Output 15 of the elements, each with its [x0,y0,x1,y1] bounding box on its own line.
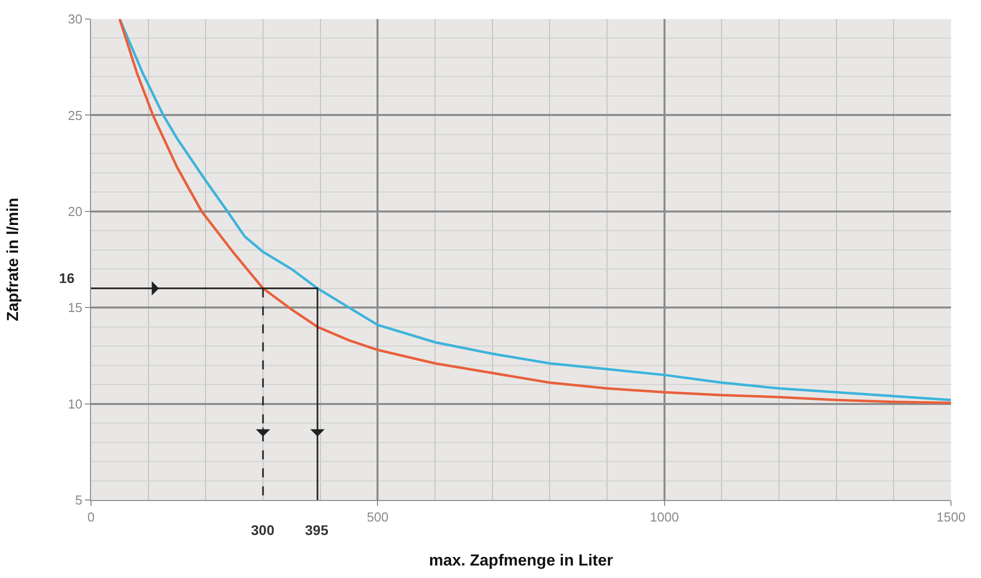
x-tick-label: 500 [366,510,389,525]
y-tick-label: 30 [68,12,82,27]
y-tick-label: 25 [68,108,82,123]
annotation: 300 [251,522,275,538]
y-tick-label: 15 [68,300,82,316]
y-tick-label: 20 [68,204,82,219]
y-tick-label: 10 [68,396,82,412]
x-axis-title: max. Zapfmenge in Liter [428,552,614,570]
x-tick-label: 1500 [936,510,966,525]
x-tick-label: 0 [87,510,95,525]
y-tick-label: 5 [75,492,82,508]
annotation: 16 [59,270,75,286]
annotation: 395 [305,522,329,538]
x-tick-label: 1000 [650,510,679,525]
y-axis-title: Zapfrate in l/min [4,198,22,322]
